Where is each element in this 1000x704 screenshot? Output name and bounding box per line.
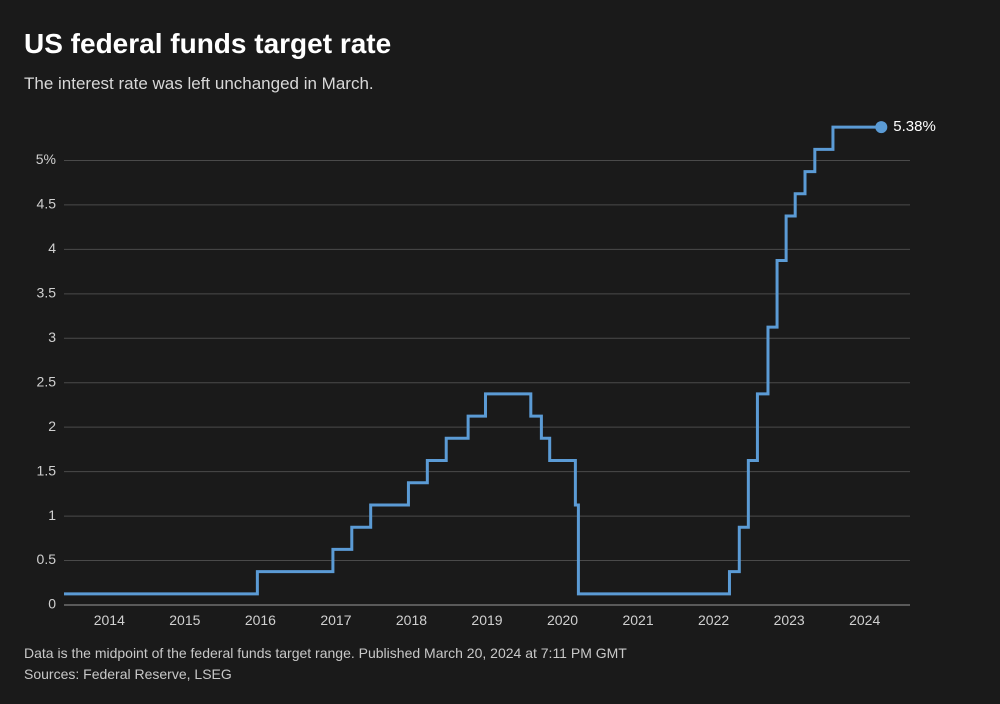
- chart-title: US federal funds target rate: [24, 28, 976, 60]
- y-tick-label: 2: [48, 418, 56, 434]
- chart-footnote: Data is the midpoint of the federal fund…: [24, 643, 976, 684]
- chart-subtitle: The interest rate was left unchanged in …: [24, 74, 976, 94]
- chart-area: 0 0.5 1 1.5 2 2.5 3 3.5 4 4.5 5% 2014 2015 2016 2017 20…: [24, 112, 976, 633]
- x-tick-label: 2017: [320, 612, 351, 628]
- x-tick-label: 2015: [169, 612, 200, 628]
- x-tick-label: 2024: [849, 612, 880, 628]
- line-chart: 0 0.5 1 1.5 2 2.5 3 3.5 4 4.5 5% 2014 2015 2016 2017 20…: [24, 112, 976, 633]
- y-tick-label: 3: [48, 329, 56, 345]
- x-tick-label: 2018: [396, 612, 427, 628]
- y-tick-label: 0: [48, 596, 56, 612]
- footnote-line-2: Sources: Federal Reserve, LSEG: [24, 664, 976, 684]
- rate-series-line: [64, 127, 881, 594]
- endpoint-label: 5.38%: [893, 118, 936, 135]
- y-tick-label: 1: [48, 507, 56, 523]
- y-tick-label: 4: [48, 240, 56, 256]
- x-tick-label: 2021: [622, 612, 653, 628]
- y-tick-label: 1.5: [37, 462, 57, 478]
- y-tick-label: 5%: [36, 151, 56, 167]
- y-tick-label: 4.5: [37, 196, 57, 212]
- x-tick-label: 2019: [471, 612, 502, 628]
- y-tick-label: 3.5: [37, 285, 57, 301]
- x-tick-label: 2016: [245, 612, 276, 628]
- footnote-line-1: Data is the midpoint of the federal fund…: [24, 643, 976, 663]
- endpoint-marker: [875, 121, 887, 133]
- x-tick-label: 2023: [774, 612, 805, 628]
- x-tick-label: 2020: [547, 612, 578, 628]
- y-tick-label: 0.5: [37, 551, 57, 567]
- x-tick-label: 2022: [698, 612, 729, 628]
- y-tick-label: 2.5: [37, 373, 57, 389]
- x-tick-label: 2014: [94, 612, 125, 628]
